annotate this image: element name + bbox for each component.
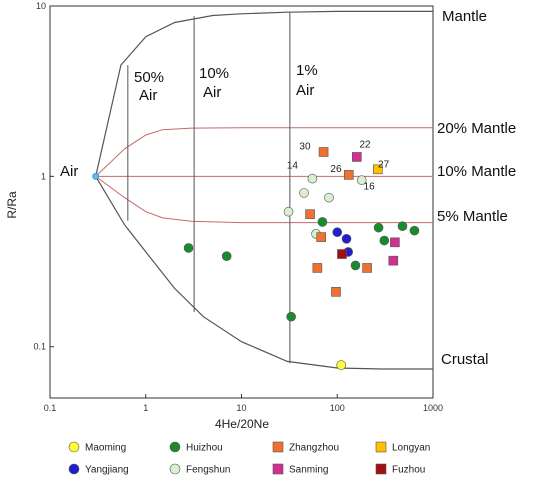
x-tick-label: 0.1	[44, 403, 57, 413]
data-points	[183, 147, 420, 370]
y-axis-label: R/Ra	[5, 191, 19, 219]
zhangzhou-point	[305, 209, 315, 219]
legend-marker-fengshun	[169, 463, 181, 475]
fuzhou-point	[337, 249, 347, 259]
y-tick-label: 10	[36, 1, 46, 11]
air-50-pct-label: 50%	[134, 69, 164, 86]
legend-marker-fuzhou	[375, 463, 387, 475]
mantle-20-label: 20% Mantle	[437, 120, 516, 137]
point-annotation: 22	[359, 139, 371, 150]
huizhou-point	[350, 260, 361, 271]
huizhou-point	[286, 311, 296, 322]
x-tick-label: 10	[236, 403, 246, 413]
legend-marker-yangjiang	[68, 463, 80, 475]
air-label: Air	[60, 163, 78, 180]
legend-label-zhangzhou: Zhangzhou	[289, 443, 339, 454]
x-axis-ticks: 0.1 1 10 100 1000	[44, 394, 443, 413]
fengshun-point	[307, 173, 318, 184]
x-axis-label: 4He/20Ne	[215, 417, 269, 431]
sanming-point	[388, 255, 399, 266]
huizhou-point	[373, 222, 384, 233]
huizhou-point	[409, 225, 420, 236]
legend-label-longyan: Longyan	[392, 443, 430, 454]
x-tick-label: 1000	[423, 403, 443, 413]
air-50-word-label: Air	[139, 87, 157, 104]
maoming-point	[336, 360, 347, 370]
zhangzhou-point	[343, 170, 354, 180]
air-10-pct-label: 10%	[199, 65, 229, 82]
legend-label-fengshun: Fengshun	[186, 465, 230, 476]
mantle-label: Mantle	[442, 8, 487, 25]
legend: Maoming Yangjiang Huizhou Fengshun Zhangzhou…	[68, 441, 430, 476]
mantle-10-label: 10% Mantle	[437, 163, 516, 180]
point-annotation: 14	[287, 161, 299, 172]
air-10-word-label: Air	[203, 84, 221, 101]
legend-label-huizhou: Huizhou	[186, 443, 223, 454]
huizhou-point	[317, 217, 328, 227]
zhangzhou-point	[318, 147, 329, 157]
zhangzhou-point	[362, 263, 372, 273]
sanming-point	[390, 237, 400, 248]
air-endmember-point	[92, 172, 100, 180]
huizhou-point	[397, 221, 408, 231]
legend-marker-sanming	[272, 463, 284, 475]
fengshun-point	[299, 188, 309, 198]
x-tick-label: 100	[330, 403, 345, 413]
mantle-curve	[95, 10, 433, 177]
yangjiang-point	[332, 227, 343, 238]
legend-label-fuzhou: Fuzhou	[392, 465, 425, 476]
legend-marker-longyan	[375, 441, 387, 453]
sanming-point	[351, 152, 362, 162]
y-tick-label: 1	[41, 171, 46, 181]
legend-marker-maoming	[68, 441, 80, 453]
zhangzhou-point	[331, 287, 341, 297]
huizhou-point	[221, 251, 232, 261]
fengshun-point	[356, 175, 367, 185]
y-tick-label: 0.1	[33, 342, 46, 352]
air-1-pct-label: 1%	[296, 62, 318, 79]
crustal-label: Crustal	[441, 351, 489, 368]
yangjiang-point	[341, 234, 352, 244]
point-annotation: 26	[330, 164, 342, 175]
mantle-20-curve	[95, 127, 433, 177]
huizhou-point	[379, 235, 390, 246]
plot-frame	[49, 5, 434, 399]
zhangzhou-point	[312, 263, 323, 273]
zhangzhou-point	[316, 232, 327, 242]
huizhou-point	[183, 243, 194, 253]
longyan-point	[372, 164, 383, 175]
fengshun-point	[283, 206, 294, 217]
legend-label-maoming: Maoming	[85, 443, 126, 454]
crustal-curve	[95, 176, 433, 370]
legend-marker-zhangzhou	[272, 441, 284, 453]
point-annotation: 27	[378, 159, 390, 170]
mantle-5-label: 5% Mantle	[437, 208, 508, 225]
mixing-curves	[92, 10, 433, 370]
legend-label-yangjiang: Yangjiang	[85, 465, 129, 476]
point-annotation: 16	[364, 181, 376, 192]
y-axis-ticks: 0.1 1 10	[33, 1, 54, 352]
point-annotation: 30	[299, 141, 311, 152]
air-1-word-label: Air	[296, 82, 314, 99]
legend-label-sanming: Sanming	[289, 465, 328, 476]
legend-marker-huizhou	[169, 441, 181, 453]
fengshun-point	[324, 192, 334, 203]
x-tick-label: 1	[143, 403, 148, 413]
